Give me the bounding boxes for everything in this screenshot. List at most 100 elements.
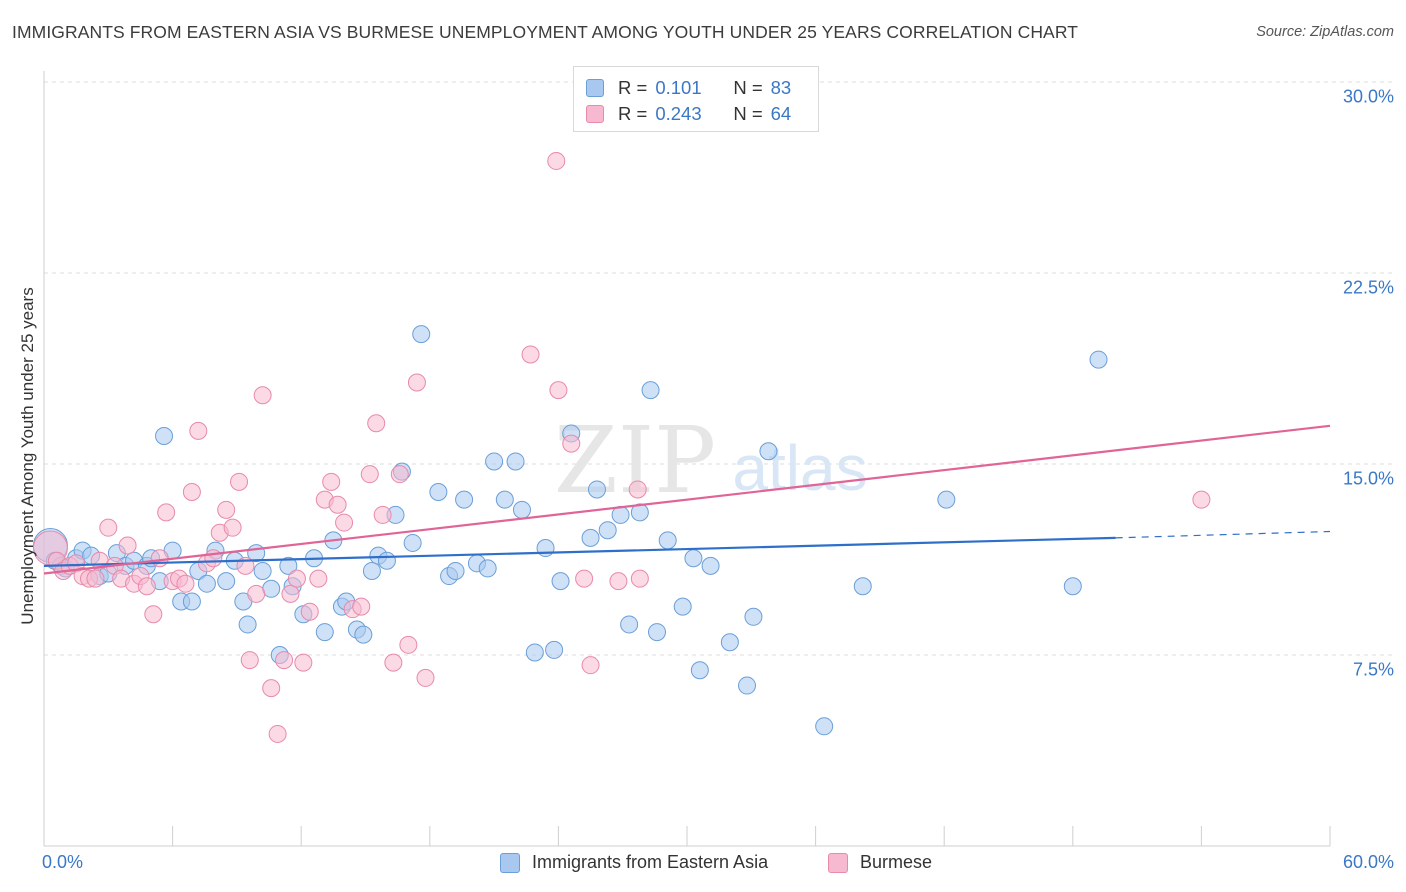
data-point-eastern-asia	[525, 643, 544, 662]
data-point-eastern-asia	[647, 623, 666, 642]
x-tick-label-max: 60.0%	[1342, 852, 1394, 872]
y-tick-label-22-5: 22.5%	[1342, 277, 1394, 298]
data-point-burmese	[294, 653, 313, 672]
data-point-eastern-asia	[744, 607, 763, 626]
data-point-burmese	[150, 549, 169, 568]
data-point-eastern-asia	[315, 623, 334, 642]
data-point-burmese	[1192, 490, 1211, 509]
data-point-burmese	[144, 605, 163, 624]
y-tick-label-7-5: 7.5%	[1352, 659, 1394, 680]
data-point-burmese	[281, 584, 300, 603]
data-point-burmese	[416, 668, 435, 687]
data-point-eastern-asia	[684, 549, 703, 568]
trend-line-burmese	[43, 424, 1331, 575]
legend-row-burmese: R = 0.243 N = 64	[586, 103, 791, 125]
data-point-eastern-asia	[551, 572, 570, 591]
data-point-eastern-asia	[354, 625, 373, 644]
data-point-eastern-asia	[403, 533, 422, 552]
data-point-burmese	[217, 500, 236, 519]
legend-r-value: 0.243	[655, 103, 702, 124]
data-point-burmese	[407, 373, 426, 392]
data-point-burmese	[373, 505, 392, 524]
data-point-eastern-asia	[720, 633, 739, 652]
data-point-burmese	[182, 483, 201, 502]
data-point-burmese	[247, 584, 266, 603]
data-point-burmese	[262, 679, 281, 698]
data-point-burmese	[275, 651, 294, 670]
legend-row-eastern-asia: R = 0.101 N = 83	[586, 77, 791, 99]
legend-n-value: 64	[770, 103, 792, 124]
data-point-eastern-asia	[495, 490, 514, 509]
legend-r-label: R =	[618, 103, 648, 124]
data-point-eastern-asia	[658, 531, 677, 550]
data-point-eastern-asia	[512, 500, 531, 519]
data-point-eastern-asia	[759, 442, 778, 461]
data-point-burmese	[309, 569, 328, 588]
data-point-eastern-asia	[238, 615, 257, 634]
data-point-burmese	[137, 577, 156, 596]
data-point-eastern-asia	[701, 556, 720, 575]
data-point-eastern-asia	[690, 661, 709, 680]
data-point-eastern-asia	[155, 426, 174, 445]
data-point-eastern-asia	[197, 574, 216, 593]
data-point-burmese	[360, 465, 379, 484]
data-point-eastern-asia	[362, 561, 381, 580]
data-point-burmese	[562, 434, 581, 453]
legend-swatch-pink	[586, 105, 604, 123]
data-point-eastern-asia	[853, 577, 872, 596]
data-point-burmese	[118, 536, 137, 555]
data-point-burmese	[223, 518, 242, 537]
data-point-eastern-asia	[581, 528, 600, 547]
data-point-eastern-asia	[1063, 577, 1082, 596]
legend-swatch-blue	[586, 79, 604, 97]
data-point-burmese	[335, 513, 354, 532]
chart-title: IMMIGRANTS FROM EASTERN ASIA VS BURMESE …	[12, 22, 1079, 42]
trend-line-eastern-asia	[43, 536, 1116, 567]
data-point-burmese	[384, 653, 403, 672]
data-point-eastern-asia	[598, 521, 617, 540]
data-point-eastern-asia	[545, 640, 564, 659]
data-point-burmese	[575, 569, 594, 588]
series-swatch-blue	[500, 852, 520, 873]
correlation-legend: R = 0.101 N = 83 R = 0.243 N = 64	[573, 66, 819, 132]
data-point-eastern-asia	[620, 615, 639, 634]
data-point-eastern-asia	[262, 579, 281, 598]
legend-r-label: R =	[618, 77, 648, 98]
trend-line-extension-eastern-asia	[1115, 530, 1331, 539]
data-point-eastern-asia	[253, 561, 272, 580]
series-legend-label: Immigrants from Eastern Asia	[532, 852, 769, 872]
data-point-burmese	[581, 656, 600, 675]
data-point-eastern-asia	[279, 556, 298, 575]
series-legend: Immigrants from Eastern Asia Burmese	[0, 852, 1406, 878]
data-point-burmese	[189, 421, 208, 440]
data-point-eastern-asia	[455, 490, 474, 509]
data-point-eastern-asia	[478, 559, 497, 578]
data-point-eastern-asia	[446, 561, 465, 580]
data-point-burmese	[367, 414, 386, 433]
legend-n-label: N =	[733, 103, 763, 124]
data-point-burmese	[99, 518, 118, 537]
data-point-burmese	[157, 503, 176, 522]
data-point-eastern-asia	[412, 325, 431, 344]
data-point-burmese	[390, 465, 409, 484]
data-point-eastern-asia	[630, 503, 649, 522]
legend-n-label: N =	[733, 77, 763, 98]
data-point-eastern-asia	[1089, 350, 1108, 369]
series-legend-label: Burmese	[860, 852, 933, 872]
data-point-eastern-asia	[182, 592, 201, 611]
data-point-eastern-asia	[429, 483, 448, 502]
data-point-burmese	[399, 635, 418, 654]
source-label: Source: ZipAtlas.com	[1256, 24, 1394, 40]
data-point-burmese	[609, 572, 628, 591]
data-point-burmese	[230, 472, 249, 491]
data-point-eastern-asia	[217, 572, 236, 591]
data-point-burmese	[547, 151, 566, 170]
data-point-burmese	[176, 574, 195, 593]
series-swatch-pink	[828, 852, 848, 873]
data-point-eastern-asia	[506, 452, 525, 471]
data-point-eastern-asia	[673, 597, 692, 616]
series-legend-eastern-asia[interactable]: Immigrants from Eastern Asia	[500, 852, 768, 873]
series-legend-burmese[interactable]: Burmese	[828, 852, 932, 873]
y-axis-label: Unemployment Among Youth under 25 years	[18, 287, 37, 625]
